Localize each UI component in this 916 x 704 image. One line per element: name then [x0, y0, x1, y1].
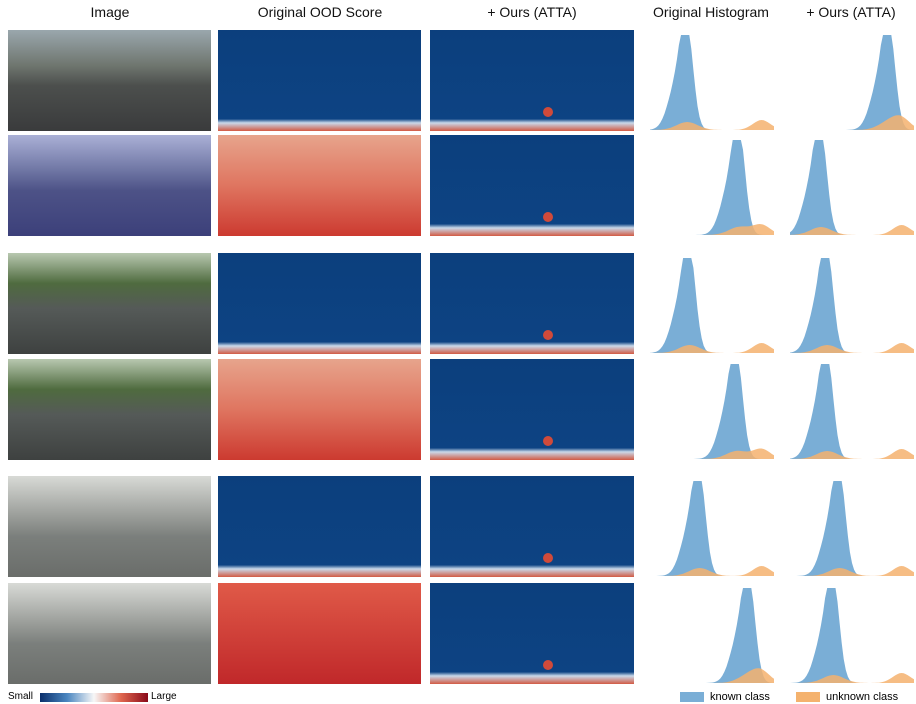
unknown-hist — [790, 343, 914, 353]
ood-object — [543, 212, 553, 222]
legend-label: known class — [710, 691, 770, 703]
ood-map — [218, 30, 421, 131]
scene-image — [8, 359, 211, 460]
scene-image — [8, 476, 211, 577]
known-hist — [650, 481, 774, 576]
legend-swatch — [680, 692, 704, 702]
known-hist — [650, 588, 774, 683]
ood-map — [218, 476, 421, 577]
colorbar — [40, 693, 148, 702]
known-hist — [790, 258, 914, 353]
known-hist — [650, 258, 774, 353]
unknown-hist — [650, 224, 774, 235]
known-hist — [650, 140, 774, 235]
ood-map — [430, 253, 634, 354]
known-hist — [650, 35, 774, 130]
ood-object — [543, 660, 553, 670]
ood-map — [218, 135, 421, 236]
unknown-hist — [790, 115, 914, 130]
legend-label: unknown class — [826, 691, 899, 703]
known-hist — [790, 364, 914, 459]
unknown-hist — [650, 668, 774, 683]
ood-map — [430, 359, 634, 460]
unknown-hist — [790, 673, 914, 683]
unknown-hist — [650, 448, 774, 459]
known-hist — [790, 35, 914, 130]
known-hist — [790, 588, 914, 683]
column-header: Original Histogram — [653, 4, 769, 20]
ood-map — [430, 30, 634, 131]
ood-object — [543, 553, 553, 563]
ood-map — [430, 583, 634, 684]
unknown-hist — [650, 343, 774, 353]
unknown-hist — [650, 566, 774, 576]
scene-image — [8, 253, 211, 354]
ood-map — [218, 583, 421, 684]
known-hist — [790, 481, 914, 576]
column-header: Image — [90, 4, 130, 20]
ood-map — [430, 135, 634, 236]
column-header: Original OOD Score — [257, 4, 383, 20]
scene-image — [8, 30, 211, 131]
ood-object — [543, 330, 553, 340]
ood-map — [218, 253, 421, 354]
known-hist — [650, 364, 774, 459]
colorbar-low-label: Small — [8, 691, 34, 702]
unknown-hist — [790, 225, 914, 235]
unknown-hist — [790, 566, 914, 576]
column-header: + Ours (ATTA) — [806, 4, 896, 20]
legend-swatch — [796, 692, 820, 702]
ood-map — [218, 359, 421, 460]
ood-object — [543, 436, 553, 446]
ood-map — [430, 476, 634, 577]
known-hist — [790, 140, 914, 235]
unknown-hist — [790, 449, 914, 459]
ood-object — [543, 107, 553, 117]
column-header: + Ours (ATTA) — [487, 4, 577, 20]
scene-image — [8, 583, 211, 684]
unknown-hist — [650, 120, 774, 130]
scene-image — [8, 135, 211, 236]
colorbar-high-label: Large — [151, 691, 177, 702]
